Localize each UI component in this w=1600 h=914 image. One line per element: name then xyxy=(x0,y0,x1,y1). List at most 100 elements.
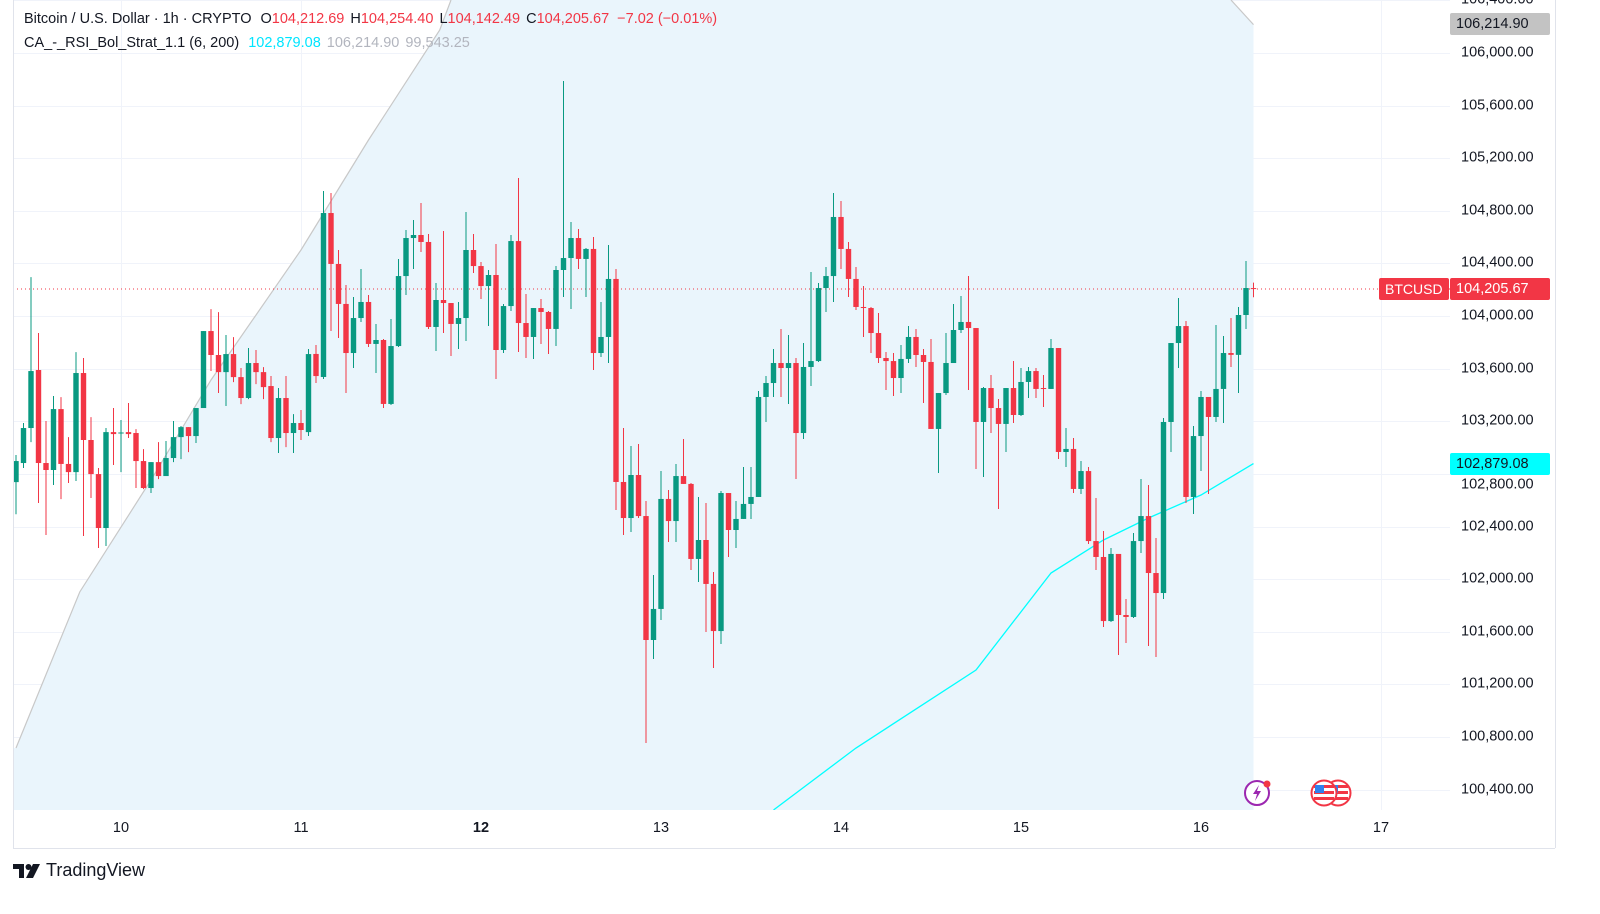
candle-body xyxy=(620,481,627,519)
upper-band-line xyxy=(15,0,452,749)
candle-body xyxy=(1010,388,1017,415)
candle xyxy=(410,220,417,269)
candle-body xyxy=(1130,541,1137,617)
candle xyxy=(365,295,372,347)
candle xyxy=(658,471,664,620)
price-axis-label: 103,600.00 xyxy=(1461,360,1534,377)
us-flag-event-icon[interactable] xyxy=(1310,779,1338,807)
candle-body xyxy=(958,321,964,330)
candle-body xyxy=(628,475,634,519)
candle-body xyxy=(1078,471,1084,489)
candle-body xyxy=(328,213,334,264)
candle xyxy=(673,463,679,542)
candle xyxy=(725,493,732,557)
candle-body xyxy=(965,321,972,329)
candle xyxy=(1220,336,1227,424)
candle xyxy=(140,449,147,490)
candle xyxy=(1205,396,1212,494)
candle-body xyxy=(1153,573,1159,594)
candle xyxy=(823,266,829,312)
candle-body xyxy=(238,377,244,399)
candle xyxy=(1183,321,1189,504)
candle xyxy=(935,393,942,474)
candle-body xyxy=(733,518,739,530)
indicator-upper-value: 106,214.90 xyxy=(326,35,400,51)
price-axis-label: 102,800.00 xyxy=(1461,476,1534,493)
candle xyxy=(763,376,769,422)
symbol-title: Bitcoin / U.S. Dollar · 1h · CRYPTO xyxy=(24,11,252,27)
candle-body xyxy=(755,396,762,497)
candle xyxy=(200,331,207,409)
indicator-legend[interactable]: CA_-_RSI_Bol_Strat_1.1 (6, 200) 102,879.0… xyxy=(24,35,470,51)
candle xyxy=(890,353,897,397)
candle xyxy=(575,228,582,269)
brand-name: TradingView xyxy=(46,860,146,880)
candle xyxy=(845,241,852,297)
candle-body xyxy=(440,300,447,304)
candle-body xyxy=(118,432,124,434)
candle xyxy=(688,483,694,570)
candle-body xyxy=(545,311,552,329)
candle xyxy=(268,376,274,443)
candle-body xyxy=(283,398,289,434)
basis-line xyxy=(773,462,1254,810)
candle-body xyxy=(1205,396,1212,417)
candle xyxy=(395,258,402,347)
candle xyxy=(283,376,289,448)
open-value: 104,212.69 xyxy=(271,11,345,27)
candle-body xyxy=(763,383,769,397)
candle-body xyxy=(1003,388,1009,424)
candle xyxy=(613,268,619,510)
candle xyxy=(628,446,634,532)
symbol-legend[interactable]: Bitcoin / U.S. Dollar · 1h · CRYPTO O104,… xyxy=(24,11,717,27)
candle-body xyxy=(155,462,162,477)
candle xyxy=(110,408,117,465)
candle-body xyxy=(838,216,844,249)
candle xyxy=(740,466,747,519)
candle xyxy=(28,277,34,443)
candle xyxy=(958,296,964,334)
candle-body xyxy=(913,336,919,355)
candle xyxy=(1108,548,1114,622)
candle-body xyxy=(703,540,709,584)
lightning-event-icon[interactable] xyxy=(1244,779,1271,806)
candle xyxy=(868,306,874,354)
candle xyxy=(13,455,19,515)
candle xyxy=(178,426,184,460)
candle-body xyxy=(65,463,72,473)
candle-body xyxy=(1175,326,1182,344)
band-fill xyxy=(13,0,1254,810)
candle xyxy=(380,338,387,409)
candle xyxy=(793,358,799,479)
candle xyxy=(1243,261,1249,329)
candle-body xyxy=(793,363,799,434)
tradingview-logo[interactable]: TradingView xyxy=(13,860,145,881)
candle-body xyxy=(718,493,724,632)
candle-body xyxy=(1055,348,1062,452)
candle-body xyxy=(88,440,94,475)
candle xyxy=(643,501,649,744)
low-label: L xyxy=(439,11,448,27)
candle-body xyxy=(680,476,687,484)
candle-body xyxy=(215,355,222,373)
candle xyxy=(1115,553,1122,655)
candle xyxy=(193,408,199,444)
candle xyxy=(920,348,927,404)
candle xyxy=(898,345,904,394)
candle-body xyxy=(433,300,439,327)
candle xyxy=(853,266,859,310)
candle-body xyxy=(1235,315,1242,355)
candle xyxy=(710,571,717,669)
candle xyxy=(320,191,327,379)
candle xyxy=(260,367,267,400)
candle-body xyxy=(590,248,597,354)
candle xyxy=(328,193,334,332)
candle-body xyxy=(125,432,132,435)
candle xyxy=(1190,426,1197,514)
candle xyxy=(553,266,559,347)
candle-body xyxy=(313,353,319,377)
time-axis-label: 12 xyxy=(472,820,490,836)
candle-body xyxy=(253,363,259,373)
candle-body xyxy=(28,371,34,429)
